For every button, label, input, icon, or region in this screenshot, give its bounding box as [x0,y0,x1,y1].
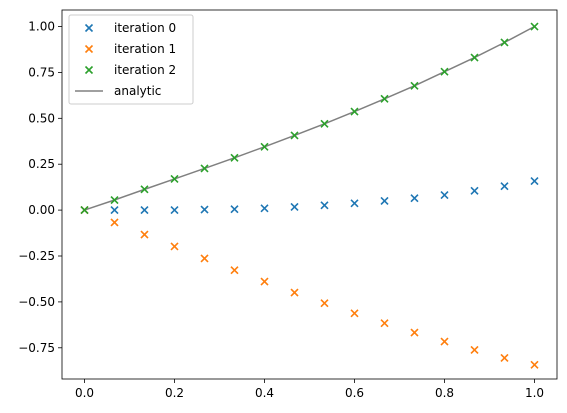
data-point [170,206,179,215]
data-point [350,199,359,208]
data-point [440,190,449,200]
data-point [230,153,239,162]
x-tick-label: 0.2 [165,386,184,400]
x-tick-label: 0.8 [435,386,454,400]
y-tick-label: 1.00 [28,20,55,34]
data-point [230,205,239,214]
data-marks [80,22,539,369]
y-tick-label: −0.75 [18,341,55,355]
data-point [260,142,269,151]
data-point [470,53,479,62]
data-point [290,202,299,212]
data-point [200,164,209,173]
data-point [140,206,149,215]
legend-label: iteration 1 [114,42,176,56]
data-point [140,185,149,194]
legend-label: analytic [114,84,161,98]
y-tick-label: −0.25 [18,249,55,263]
legend-box [68,14,194,105]
series-line-analytic [84,25,535,211]
x-tick-label: 0.0 [75,386,94,400]
legend-item: iteration 2 [84,63,176,77]
legend-label: iteration 0 [114,21,176,35]
data-point [470,345,479,355]
legend-item: iteration 0 [84,21,176,35]
data-point [320,201,329,210]
y-tick-label: 0.50 [28,111,55,125]
data-point [200,254,209,263]
data-point [230,266,239,275]
legend-marker [84,23,94,33]
data-point [170,174,179,183]
data-point [320,299,329,308]
data-point [110,218,119,227]
x-tick-label: 1.0 [525,386,544,400]
data-point [110,195,119,205]
legend-item: iteration 1 [84,42,176,56]
legend-marker [84,65,94,75]
y-tick-label: 0.25 [28,157,55,171]
data-point [380,319,389,328]
data-point [410,328,419,337]
data-point [320,119,329,128]
y-tick-label: 0.75 [28,65,55,79]
plot-frame [61,9,558,380]
legend-item: analytic [75,84,161,98]
legend-marker [84,44,94,54]
data-point [530,360,539,369]
data-point [200,205,209,214]
data-point [500,182,509,191]
data-point [140,230,149,239]
data-point [410,194,419,203]
x-tick-label: 0.4 [255,386,274,400]
series-iteration-2 [80,22,539,215]
data-point [500,38,509,47]
data-point [500,353,509,362]
legend-label: iteration 2 [114,63,176,77]
data-point [440,337,449,346]
axes: 0.0 0.2 0.4 0.6 0.8 1.0 1.00 0.75 0.50 0.25 0.00 −0… [18,20,544,400]
data-point [170,242,179,251]
data-point [290,131,299,140]
data-point [530,177,539,186]
data-point [350,107,359,116]
data-point [530,22,539,31]
data-point [350,309,359,318]
data-point [260,277,269,286]
data-point [290,288,299,297]
x-tick-label: 0.6 [345,386,364,400]
data-point [380,196,389,205]
data-point [110,206,119,215]
data-point [380,94,389,103]
data-point [440,67,449,76]
data-point [260,204,269,213]
data-point [470,186,479,195]
data-point [410,81,419,90]
data-point [80,206,89,215]
y-tick-label: −0.50 [18,295,55,309]
legend: iteration 0 iteration 1 iteration 2 analyti… [68,14,194,105]
y-tick-label: 0.00 [28,203,55,217]
